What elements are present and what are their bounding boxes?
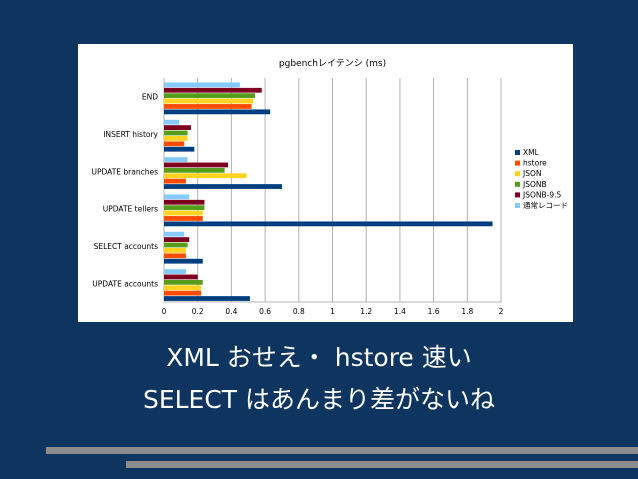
legend-swatch bbox=[515, 150, 520, 155]
x-tick-label: 0 bbox=[162, 307, 167, 316]
bar bbox=[164, 242, 188, 248]
bar bbox=[164, 279, 203, 285]
x-tick-label: 1.4 bbox=[394, 307, 406, 316]
bar bbox=[164, 157, 188, 162]
caption-line-1: XML おせえ・ hstore 速い bbox=[166, 343, 472, 372]
bar bbox=[164, 178, 186, 184]
x-tick-label: 2 bbox=[499, 307, 504, 316]
category-label: UPDATE branches bbox=[91, 167, 158, 176]
bar bbox=[164, 237, 190, 242]
latency-bar-chart: pgbenchレイテンシ (ms) 0 0.2 0.4 0.6 0.8 1 1.2 1.4 1.6… bbox=[91, 58, 568, 316]
bar bbox=[164, 290, 202, 296]
category-label: END bbox=[142, 93, 158, 102]
x-tick-label: 1.2 bbox=[360, 307, 372, 316]
bar bbox=[164, 296, 250, 301]
bar bbox=[164, 119, 180, 125]
bar bbox=[164, 162, 229, 168]
bar bbox=[164, 173, 247, 179]
bar bbox=[164, 210, 203, 216]
legend-label: XML bbox=[523, 148, 540, 157]
bar bbox=[164, 199, 205, 205]
bar bbox=[164, 146, 195, 152]
legend-swatch bbox=[515, 181, 520, 187]
category-label: INSERT history bbox=[103, 130, 158, 139]
bar bbox=[164, 184, 282, 189]
bar bbox=[164, 141, 185, 147]
decorative-divider-top bbox=[46, 447, 638, 454]
x-tick-label: 1.8 bbox=[461, 307, 473, 316]
bar bbox=[164, 285, 202, 291]
legend-swatch bbox=[515, 160, 520, 166]
decorative-divider-bottom bbox=[126, 461, 638, 468]
x-tick-label: 0.6 bbox=[259, 307, 271, 316]
bar bbox=[164, 98, 254, 104]
bar bbox=[164, 136, 188, 141]
caption-line-2: SELECT はあんまり差がないね bbox=[142, 385, 496, 414]
x-tick-label: 1.6 bbox=[428, 307, 440, 316]
legend-label: hstore bbox=[523, 159, 547, 168]
bar bbox=[164, 109, 271, 115]
category-label: UPDATE tellers bbox=[103, 205, 158, 214]
bar bbox=[164, 93, 255, 99]
bar bbox=[164, 87, 262, 93]
legend-swatch bbox=[515, 192, 520, 198]
x-tick-label: 1 bbox=[330, 307, 335, 316]
bar bbox=[164, 258, 203, 264]
bar bbox=[164, 274, 198, 280]
category-label: SELECT accounts bbox=[94, 242, 158, 251]
chart-title: pgbenchレイテンシ (ms) bbox=[279, 58, 386, 69]
bar bbox=[164, 130, 188, 136]
bar bbox=[164, 248, 186, 253]
bar bbox=[164, 104, 252, 109]
bar bbox=[164, 269, 186, 274]
x-tick-label: 0.4 bbox=[225, 307, 237, 316]
bar bbox=[164, 194, 190, 200]
bar bbox=[164, 125, 191, 130]
x-tick-label: 0.2 bbox=[192, 307, 204, 316]
bar bbox=[164, 205, 205, 211]
chart-panel: pgbenchレイテンシ (ms) 0 0.2 0.4 0.6 0.8 1 1.2 1.4 1.6… bbox=[78, 44, 573, 322]
legend-label: JSON bbox=[522, 169, 542, 178]
bar bbox=[164, 167, 225, 173]
bar bbox=[164, 231, 185, 237]
bar bbox=[164, 216, 203, 221]
legend-label: JSONB bbox=[522, 180, 547, 189]
legend-swatch bbox=[515, 203, 520, 208]
legend-label: 通常レコード bbox=[523, 200, 568, 210]
legend-swatch bbox=[515, 171, 520, 177]
bar bbox=[164, 253, 186, 259]
bar bbox=[164, 221, 493, 227]
category-label: UPDATE accounts bbox=[92, 279, 158, 288]
bar bbox=[164, 82, 240, 88]
x-tick-label: 0.8 bbox=[293, 307, 305, 316]
legend-label: JSONB-9.5 bbox=[522, 190, 561, 199]
